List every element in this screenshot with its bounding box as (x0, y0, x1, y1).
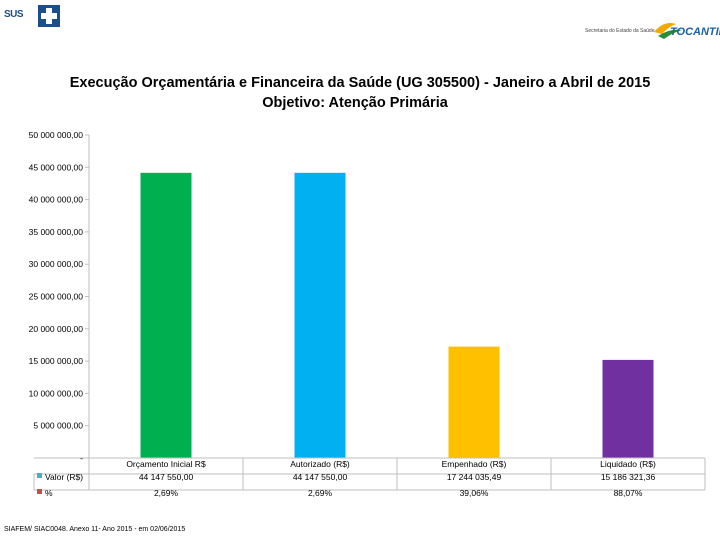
data-label: 15 186 321,36 (601, 472, 656, 482)
legend-key (37, 473, 42, 478)
chart-title: Execução Orçamentária e Financeira da Sa… (69, 75, 651, 91)
y-tick-label: 5 000 000,00 (33, 421, 83, 431)
sus-logo-text: SUS (4, 9, 24, 20)
tocantins-brand-text: TOCANTINS (670, 26, 720, 38)
y-tick-label: 15 000 000,00 (29, 356, 84, 366)
y-tick-label: 40 000 000,00 (29, 195, 84, 205)
secretaria-text: Secretaria do Estado da Saúde (585, 28, 655, 34)
y-tick-label: 50 000 000,00 (29, 130, 84, 140)
legend-label: % (45, 488, 53, 498)
y-tick-label: 25 000 000,00 (29, 292, 84, 302)
bar (448, 346, 500, 458)
sus-logo (2, 2, 64, 30)
y-tick-label: 10 000 000,00 (29, 388, 84, 398)
source-footer: SIAFEM/ SIAC0048. Anexo 11- Ano 2015 - e… (4, 526, 186, 533)
category-label: Liquidado (R$) (600, 459, 656, 469)
category-label: Empenhado (R$) (442, 459, 507, 469)
chart-subtitle: Objetivo: Atenção Primária (262, 95, 448, 111)
y-tick-label: 30 000 000,00 (29, 259, 84, 269)
category-label: Orçamento Inicial R$ (126, 459, 206, 469)
bar (140, 172, 192, 458)
data-label: 2,69% (308, 488, 333, 498)
category-label: Autorizado (R$) (290, 459, 350, 469)
data-label: 2,69% (154, 488, 179, 498)
legend-key (37, 489, 42, 494)
y-tick-label: 45 000 000,00 (29, 162, 84, 172)
bar (602, 359, 654, 458)
data-label: 39,06% (460, 488, 489, 498)
bar (294, 172, 346, 458)
data-label: 44 147 550,00 (139, 472, 194, 482)
data-label: 88,07% (614, 488, 643, 498)
tocantins-logo (584, 18, 718, 44)
y-tick-label: 35 000 000,00 (29, 227, 84, 237)
data-label: 17 244 035,49 (447, 472, 502, 482)
legend-label: Valor (R$) (45, 472, 83, 482)
data-label: 44 147 550,00 (293, 472, 348, 482)
y-tick-label: 20 000 000,00 (29, 324, 84, 334)
